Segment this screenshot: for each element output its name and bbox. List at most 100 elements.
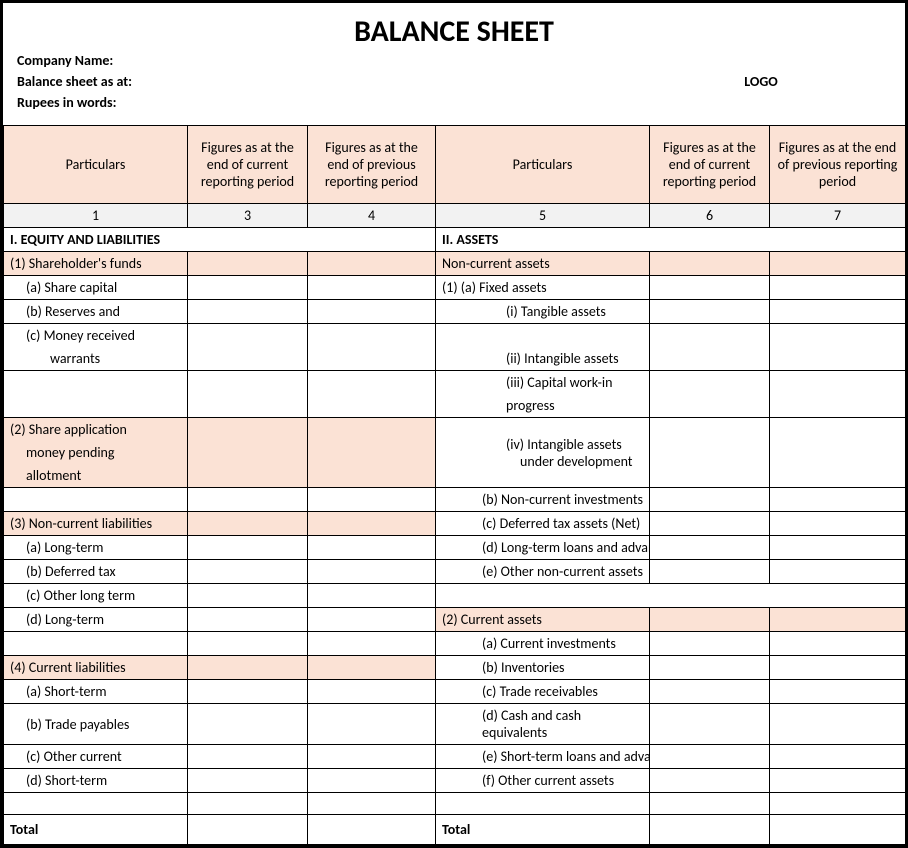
cell [650, 632, 770, 656]
cell [188, 560, 308, 584]
right-ca: (2) Current assets [436, 608, 650, 632]
cell [188, 680, 308, 704]
cell [650, 252, 770, 276]
cell [650, 793, 770, 815]
cell [308, 815, 436, 845]
cell [770, 560, 906, 584]
cell [308, 536, 436, 560]
total-left: Total [4, 815, 188, 845]
right-r1iv2: under development [506, 453, 643, 470]
cell [770, 680, 906, 704]
right-cad: (d) Cash and cash equivalents [436, 704, 650, 745]
table-row: (2) Share application (iv) Intangible as… [4, 418, 906, 442]
cell [308, 680, 436, 704]
hdr-left-particulars: Particulars [4, 126, 188, 204]
table-row: (3) Non-current liabilities (c) Deferred… [4, 512, 906, 536]
cell [188, 656, 308, 680]
right-r1d: (d) Long-term loans and advances [436, 536, 650, 560]
cell [650, 371, 770, 418]
cell [770, 324, 906, 371]
table-row: (b) Non-current investments [4, 488, 906, 512]
cell [650, 769, 770, 793]
cell [188, 704, 308, 745]
right-r1e: (e) Other non-current assets [436, 560, 650, 584]
left-g3c: (c) Other long term [4, 584, 188, 608]
cell [188, 584, 308, 608]
hdr-right-previous: Figures as at the end of previous report… [770, 126, 906, 204]
cell [308, 745, 436, 769]
right-r1iv1: (iv) Intangible assets [506, 436, 643, 453]
table-row: (b) Trade payables (d) Cash and cash equ… [4, 704, 906, 745]
left-g4d: (d) Short-term [4, 769, 188, 793]
cell [770, 252, 906, 276]
cell [770, 632, 906, 656]
cell [436, 584, 906, 608]
table-row: (d) Long-term (2) Current assets [4, 608, 906, 632]
left-g3a: (a) Long-term [4, 536, 188, 560]
cell [188, 632, 308, 656]
left-g4b: (b) Trade payables [4, 704, 188, 745]
colnum-3: 3 [188, 204, 308, 228]
cell [650, 656, 770, 680]
cell [308, 324, 436, 371]
cell [308, 656, 436, 680]
table-row: (a) Short-term (c) Trade receivables [4, 680, 906, 704]
left-g3b: (b) Deferred tax [4, 560, 188, 584]
table-row: (4) Current liabilities (b) Inventories [4, 656, 906, 680]
hdr-right-particulars: Particulars [436, 126, 650, 204]
cell [650, 536, 770, 560]
right-r1c: (c) Deferred tax assets (Net) [436, 512, 650, 536]
cell [770, 488, 906, 512]
cell [770, 769, 906, 793]
cell [188, 745, 308, 769]
cell [650, 276, 770, 300]
table-row: (c) Other current (e) Short-term loans a… [4, 745, 906, 769]
cell [770, 300, 906, 324]
cell [770, 418, 906, 488]
hdr-left-previous: Figures as at the end of previous report… [308, 126, 436, 204]
cell [770, 276, 906, 300]
balance-table: Particulars Figures as at the end of cur… [3, 125, 906, 845]
table-row: (iii) Capital work-in [4, 371, 906, 395]
cell [188, 793, 308, 815]
colnum-4: 4 [308, 204, 436, 228]
cell [188, 418, 308, 488]
left-g1b: (b) Reserves and [4, 300, 188, 324]
left-g3d: (d) Long-term [4, 608, 188, 632]
cell [770, 745, 906, 769]
cell [650, 512, 770, 536]
left-g2b: money pending [4, 441, 188, 464]
left-g3: (3) Non-current liabilities [4, 512, 188, 536]
cell [650, 704, 770, 745]
meta-rupees: Rupees in words: [17, 92, 631, 113]
right-caf: (f) Other current assets [436, 769, 650, 793]
cell [188, 324, 308, 371]
right-r1iii1: (iii) Capital work-in [436, 371, 650, 395]
table-row: (d) Short-term (f) Other current assets [4, 769, 906, 793]
cell [770, 371, 906, 418]
table-row: (a) Current investments [4, 632, 906, 656]
meta-as-at: Balance sheet as at: [17, 71, 631, 92]
cell [308, 371, 436, 418]
left-g4c: (c) Other current [4, 745, 188, 769]
colnum-1: 1 [4, 204, 188, 228]
header-row: Particulars Figures as at the end of cur… [4, 126, 906, 204]
table-row: (b) Deferred tax (e) Other non-current a… [4, 560, 906, 584]
cell [650, 680, 770, 704]
cell [650, 488, 770, 512]
cell [650, 815, 770, 845]
left-g4: (4) Current liabilities [4, 656, 188, 680]
cell [650, 300, 770, 324]
cell [770, 536, 906, 560]
meta-left: Company Name: Balance sheet as at: Rupee… [17, 50, 631, 113]
colnum-7: 7 [770, 204, 906, 228]
page-title: BALANCE SHEET [3, 3, 905, 50]
cell [308, 632, 436, 656]
right-caa: (a) Current investments [436, 632, 650, 656]
cell [4, 632, 188, 656]
hdr-left-current: Figures as at the end of current reporti… [188, 126, 308, 204]
cell [308, 769, 436, 793]
cell [308, 512, 436, 536]
right-cab: (b) Inventories [436, 656, 650, 680]
section-assets: II. ASSETS [436, 228, 906, 252]
